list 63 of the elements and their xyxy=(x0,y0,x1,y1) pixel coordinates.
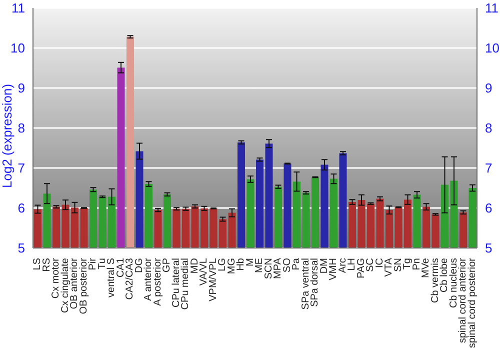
x-tick-label: LG xyxy=(217,258,228,272)
x-tick-label: MG xyxy=(226,258,238,274)
x-tick-label: A anterior xyxy=(143,257,154,301)
x-tick-label: SPa dorsal xyxy=(310,258,321,307)
x-tick-label: VMH xyxy=(328,258,340,280)
x-tick-label: SC xyxy=(365,258,376,272)
y-tick-label: 7 xyxy=(18,160,25,176)
x-tick-label: SN xyxy=(392,258,404,272)
y-tick-label: 5 xyxy=(18,240,25,256)
x-tick-label: OB posterior xyxy=(78,257,90,314)
x-tick-label: CPu medial xyxy=(180,258,192,310)
x-tick-label: Hb xyxy=(236,258,247,271)
x-tick-label: GP xyxy=(162,258,173,272)
x-tick-label: Tu xyxy=(96,258,108,270)
x-tick-label: VTA xyxy=(384,258,395,277)
x-tick-label: M xyxy=(244,258,256,266)
y2-tick-label: 11 xyxy=(485,0,498,16)
x-tick-label: ME xyxy=(254,258,266,273)
x-tick-label: Pa xyxy=(291,258,302,270)
x-tick-label: IC xyxy=(374,258,386,268)
x-tick-label: PAG xyxy=(356,258,367,278)
x-tick-label: VPM/VPL xyxy=(208,258,219,302)
y-tick-label: 11 xyxy=(12,0,25,16)
y2-tick-label: 6 xyxy=(485,200,492,216)
x-tick-label: DM xyxy=(318,258,330,274)
x-tick-label: SPa ventral xyxy=(300,258,312,310)
x-tick-label: LH xyxy=(346,258,358,271)
y2-tick-label: 10 xyxy=(485,40,500,56)
x-tick-label: Tg xyxy=(402,258,414,270)
y2-tick-label: 8 xyxy=(485,120,492,136)
x-tick-label: spinal cord anterior xyxy=(458,257,469,344)
x-tick-label: MD xyxy=(189,258,200,274)
x-tick-label: Cb lobe xyxy=(439,258,450,292)
x-tick-label: ventral S xyxy=(106,258,118,298)
x-tick-label: OB anterior xyxy=(69,257,80,310)
x-tick-label: SCN xyxy=(263,258,274,280)
x-tick-label: MVe xyxy=(420,258,432,278)
x-tick-label: A posterior xyxy=(152,257,164,306)
x-tick-label: spinal cord posterior xyxy=(466,257,478,348)
x-tick-label: Pir xyxy=(88,257,99,270)
x-tick-label: DG xyxy=(134,258,145,273)
x-tick-label: CA2/CA3 xyxy=(124,258,136,300)
x-tick-label: Arc xyxy=(337,258,348,273)
y-tick-label: 10 xyxy=(10,40,25,56)
x-tick-label: Cb nucleus xyxy=(448,258,460,308)
x-tick-label: RS xyxy=(41,258,52,272)
y2-tick-label: 5 xyxy=(485,240,492,256)
x-tick-label: SO xyxy=(282,258,293,272)
x-tick-label: Pn xyxy=(411,258,422,270)
y-tick-label: 8 xyxy=(18,120,25,136)
x-tick-label: Cb vermis xyxy=(430,258,441,304)
x-tick-label: LS xyxy=(32,258,44,270)
y-tick-label: 9 xyxy=(18,80,25,96)
y-axis-title: Log2 (expression) xyxy=(0,84,15,188)
y2-tick-label: 9 xyxy=(485,80,492,96)
x-tick-label: MPA xyxy=(272,258,284,279)
y2-tick-label: 7 xyxy=(485,160,492,176)
x-tick-label: Cx motor xyxy=(50,257,62,299)
x-tick-label: CA1 xyxy=(115,258,126,278)
y-tick-label: 6 xyxy=(18,200,25,216)
x-tick-label: Cx cingulate xyxy=(60,258,71,314)
x-tick-label: VA/VL xyxy=(198,258,210,286)
x-tick-label: CPu lateral xyxy=(170,258,182,308)
